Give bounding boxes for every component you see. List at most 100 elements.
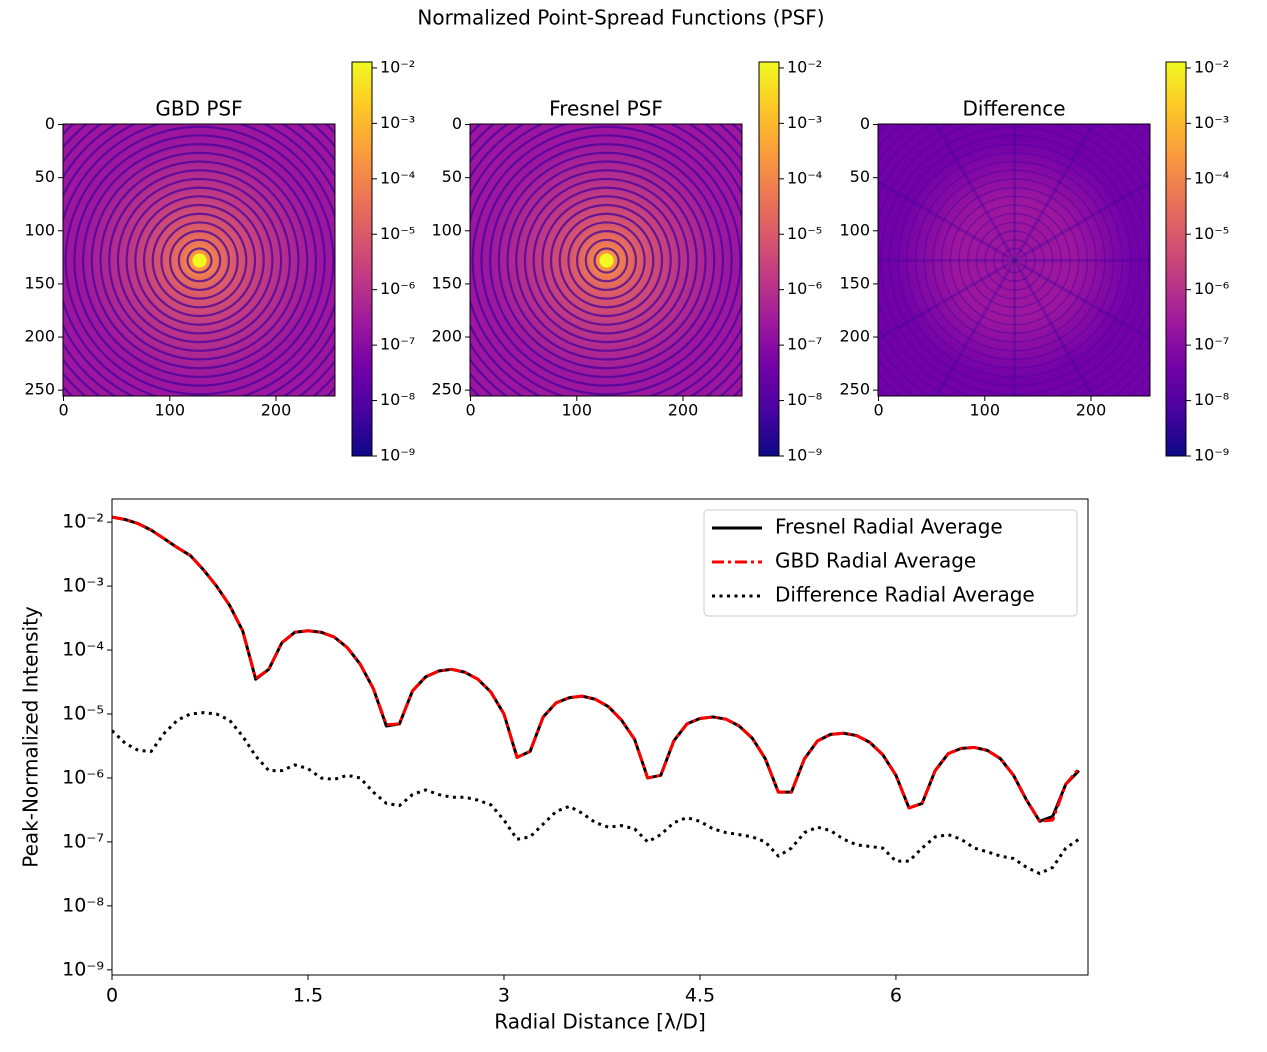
image-ring <box>958 204 1071 317</box>
legend-box <box>703 509 1078 617</box>
x-tick-label: 200 <box>261 401 292 420</box>
colorbar-tick-label: 10⁻⁴ <box>1194 168 1229 187</box>
y-tick-label: 10⁻⁷ <box>62 830 104 852</box>
colorbar-tick-label: 10⁻² <box>380 57 415 76</box>
y-tick-label: 0 <box>45 114 55 133</box>
legend-label: Fresnel Radial Average <box>775 515 1003 539</box>
plot-lines <box>112 515 1080 876</box>
image-ring <box>99 160 300 361</box>
image-ring <box>497 151 716 370</box>
colorbar-tick-label: 10⁻² <box>1194 57 1229 76</box>
plot-frame <box>111 498 1089 976</box>
colorbar-tick-label: 10⁻³ <box>787 113 822 132</box>
x-axis-label: Radial Distance [λ/D] <box>494 1010 706 1034</box>
image-ring <box>186 247 213 274</box>
image-ring <box>880 126 1150 396</box>
image-ring <box>940 186 1089 335</box>
x-tick-label: 100 <box>970 401 1001 420</box>
image-ring <box>116 177 283 344</box>
y-tick-label: 10⁻⁸ <box>62 894 104 916</box>
image-ring <box>151 212 248 309</box>
y-axis-label: Peak-Normalized Intensity <box>19 606 43 868</box>
image-ring <box>489 143 725 379</box>
y-tick-label: 10⁻⁵ <box>62 703 104 725</box>
panel-title: Fresnel PSF <box>549 97 663 121</box>
x-tick-label: 1.5 <box>293 985 323 1007</box>
image-ring <box>914 160 1115 361</box>
colorbar-tick-label: 10⁻⁸ <box>787 390 822 409</box>
x-tick-label: 0 <box>58 401 68 420</box>
image-streak <box>933 124 1016 262</box>
image-field <box>878 124 1150 396</box>
image-ring <box>90 151 309 370</box>
colorbar-tick-label: 10⁻⁶ <box>380 279 415 298</box>
y-tick-label: 50 <box>442 167 462 186</box>
image-ring <box>897 143 1132 378</box>
image-ring <box>523 177 690 344</box>
image-streak <box>1013 259 1095 396</box>
colorbar-tick-label: 10⁻⁵ <box>787 224 822 243</box>
legend-label: Difference Radial Average <box>775 583 1035 607</box>
image-ring <box>593 247 620 274</box>
y-tick-label: 50 <box>35 167 55 186</box>
y-tick-label: 200 <box>431 327 462 346</box>
image-streak <box>1013 259 1150 341</box>
image-ring <box>160 221 239 300</box>
colorbar-tick-label: 10⁻² <box>787 57 822 76</box>
x-tick-label: 4.5 <box>685 985 715 1007</box>
colorbar-tick-label: 10⁻⁸ <box>1194 390 1229 409</box>
series-line <box>112 515 1080 823</box>
image-ring <box>64 125 335 396</box>
image-ring <box>906 152 1123 369</box>
image-ring <box>888 134 1141 387</box>
image-ring <box>993 239 1036 282</box>
y-tick-label: 100 <box>839 220 870 239</box>
image-ring <box>558 212 655 309</box>
image-ring <box>82 143 318 379</box>
y-tick-label: 10⁻⁹ <box>62 958 104 980</box>
colorbar-tick-label: 10⁻⁶ <box>1194 279 1229 298</box>
colorbar-tick-label: 10⁻⁹ <box>1194 446 1229 465</box>
image-ring <box>567 221 646 300</box>
x-tick-label: 6 <box>890 985 902 1007</box>
image-ring <box>134 195 265 326</box>
image-ring <box>923 169 1106 352</box>
image-frame <box>62 123 336 397</box>
image-ring <box>73 134 326 387</box>
image-frame <box>877 123 1151 397</box>
image-ring <box>108 169 291 352</box>
image-streak <box>1013 124 1096 262</box>
y-tick-label: 10⁻² <box>62 511 104 533</box>
colorbar-tick-label: 10⁻⁸ <box>380 390 415 409</box>
y-tick-label: 200 <box>839 327 870 346</box>
x-tick-label: 200 <box>1076 401 1107 420</box>
image-ring <box>480 134 733 387</box>
colorbar-tick-label: 10⁻⁴ <box>787 168 822 187</box>
colorbar-tick-label: 10⁻⁷ <box>1194 335 1229 354</box>
image-streak <box>878 259 1016 342</box>
image-ring <box>177 238 222 283</box>
colorbar <box>758 61 780 457</box>
colorbar-tick-label: 10⁻⁷ <box>380 335 415 354</box>
x-tick-label: 100 <box>155 401 186 420</box>
colorbar-tick-label: 10⁻⁹ <box>380 446 415 465</box>
image <box>878 124 1150 396</box>
image-ring <box>584 238 629 283</box>
y-tick-label: 0 <box>860 114 870 133</box>
image-core <box>192 253 207 268</box>
y-tick-label: 100 <box>24 220 55 239</box>
colorbar-tick-label: 10⁻³ <box>1194 113 1229 132</box>
colorbar-tick-label: 10⁻⁵ <box>380 224 415 243</box>
image-ring <box>125 186 274 335</box>
x-tick-label: 3 <box>498 985 510 1007</box>
image-core <box>599 253 614 268</box>
image-frame <box>469 123 743 397</box>
y-tick-label: 10⁻³ <box>62 575 104 597</box>
image-ring <box>1001 247 1028 274</box>
y-tick-label: 200 <box>24 327 55 346</box>
image-ring <box>949 195 1080 326</box>
x-tick-label: 200 <box>668 401 699 420</box>
image-ring <box>532 186 681 335</box>
image-ring <box>541 195 672 326</box>
